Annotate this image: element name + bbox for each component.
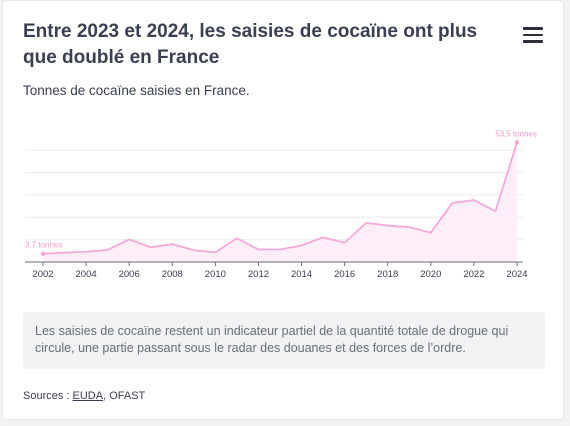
x-tick-label: 2014: [291, 269, 312, 280]
source-link-euda[interactable]: EUDA: [72, 390, 104, 402]
chart-subtitle: Tonnes de cocaïne saisies en France.: [23, 83, 250, 98]
x-tick-label: 2004: [76, 269, 97, 280]
x-tick-label: 2008: [162, 269, 183, 280]
area-fill: [43, 142, 517, 262]
chart-card: Entre 2023 et 2024, les saisies de cocaï…: [2, 0, 564, 420]
data-label: 3,7 tonnes: [25, 241, 62, 250]
x-tick-label: 2016: [334, 269, 355, 280]
x-tick-label: 2020: [420, 269, 441, 280]
x-tick-label: 2022: [463, 269, 484, 280]
line-chart: 2002 2004 2006 2008 2010 2012 2014 2016 2018 2020…: [25, 129, 537, 280]
chart-title: Entre 2023 et 2024, les saisies de cocaï…: [23, 21, 478, 68]
x-tick-label: 2006: [119, 269, 140, 280]
x-tick-label: 2024: [506, 269, 527, 280]
x-tick-label: 2012: [248, 269, 269, 280]
hamburger-menu-icon[interactable]: [523, 27, 543, 43]
menu-line: [523, 40, 543, 43]
menu-line: [523, 27, 543, 30]
data-label: 53,5 tonnes: [495, 129, 537, 138]
sources-line: Sources : EUDA, OFAST: [23, 390, 145, 402]
x-tick-label: 2010: [205, 269, 226, 280]
sources-prefix: Sources :: [23, 390, 73, 402]
sources-rest: , OFAST: [103, 390, 146, 402]
x-tick-label: 2002: [32, 269, 53, 280]
menu-line: [523, 33, 543, 36]
data-point: [40, 251, 46, 256]
info-note: Les saisies de cocaïne restent un indica…: [23, 312, 545, 369]
x-tick-label: 2018: [377, 269, 398, 280]
data-point: [514, 140, 520, 145]
